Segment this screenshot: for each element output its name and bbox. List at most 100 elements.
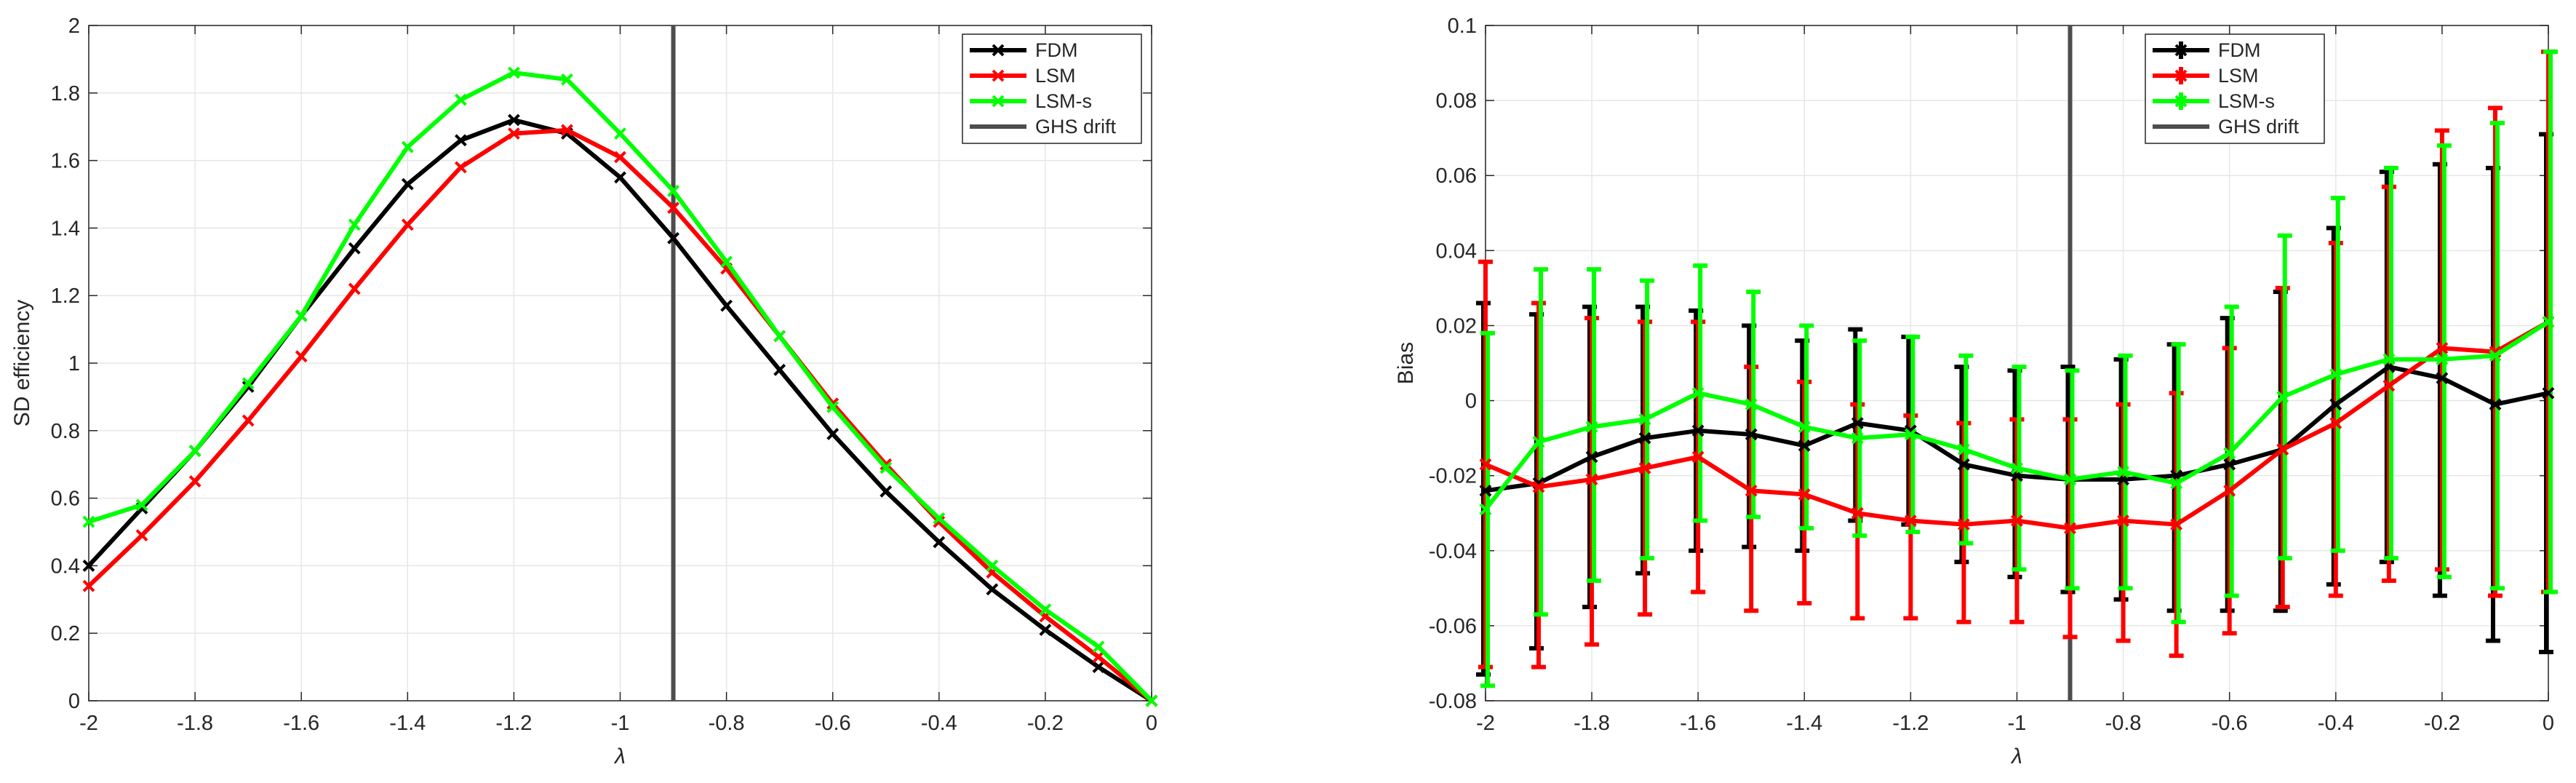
legend-marker xyxy=(2174,44,2188,57)
data-point-lsm-s xyxy=(1585,421,1598,434)
y-tick-label: 0.08 xyxy=(1436,90,1477,113)
data-point-lsm xyxy=(2223,484,2236,497)
data-point-lsm-s xyxy=(1638,413,1651,426)
data-point-fdm xyxy=(507,114,520,127)
legend-label: FDM xyxy=(2218,39,2260,61)
data-point-lsm xyxy=(614,151,626,164)
data-point-fdm xyxy=(1851,417,1864,429)
legend-label: LSM xyxy=(1035,65,1076,87)
data-point-lsm-s xyxy=(1744,398,1758,411)
data-point-lsm-s xyxy=(1092,640,1105,653)
data-point-lsm-s xyxy=(826,400,840,413)
y-tick-label: 0.6 xyxy=(51,488,80,511)
data-point-lsm-s xyxy=(1958,443,1970,456)
data-point-fdm xyxy=(986,583,999,596)
y-tick-label: 1.6 xyxy=(51,150,80,173)
x-tick-label: -1 xyxy=(611,712,630,735)
y-tick-label: 0 xyxy=(1465,390,1477,413)
data-point-lsm-s xyxy=(986,559,999,572)
legend-label: LSM-s xyxy=(1035,90,1092,112)
data-point-fdm xyxy=(1585,450,1598,464)
legend-label: GHS drift xyxy=(1035,116,1117,138)
data-point-fdm xyxy=(2436,372,2449,385)
data-point-lsm-s xyxy=(295,309,308,322)
data-point-lsm xyxy=(2329,417,2342,429)
y-tick-label: 1.2 xyxy=(51,285,80,308)
data-point-fdm xyxy=(1691,424,1704,437)
data-point-lsm-s xyxy=(2382,353,2396,366)
x-tick-label: -1.2 xyxy=(495,712,532,735)
data-point-fdm xyxy=(2542,386,2555,400)
data-point-lsm xyxy=(2064,522,2076,535)
y-tick-label: 0.04 xyxy=(1436,239,1477,263)
data-point-lsm-s xyxy=(242,377,255,390)
data-point-lsm xyxy=(188,474,202,488)
data-point-lsm-s xyxy=(2011,461,2023,474)
data-point-fdm xyxy=(1039,624,1052,636)
data-point-lsm xyxy=(1092,651,1105,664)
y-tick-label: 1.8 xyxy=(51,82,80,106)
y-axis-label: Bias xyxy=(1394,342,1418,384)
data-point-lsm-s xyxy=(2276,390,2289,403)
data-point-lsm-s xyxy=(1145,694,1158,707)
legend-marker xyxy=(2174,69,2188,82)
y-tick-label: 0.4 xyxy=(51,555,80,578)
x-tick-label: -1.4 xyxy=(389,712,426,735)
x-tick-label: -0.8 xyxy=(709,712,745,735)
data-point-lsm-s xyxy=(2542,315,2555,328)
x-tick-label: -0.4 xyxy=(921,712,957,735)
legend-label: GHS drift xyxy=(2218,116,2300,138)
data-point-lsm xyxy=(1851,506,1864,520)
data-point-lsm xyxy=(2276,443,2289,456)
data-point-lsm xyxy=(82,579,95,592)
data-point-fdm xyxy=(1479,484,1492,497)
data-point-lsm xyxy=(1532,480,1545,493)
data-point-lsm-s xyxy=(1479,503,1492,516)
x-axis-label: λ xyxy=(2010,744,2022,768)
data-point-lsm xyxy=(561,124,573,137)
data-point-fdm xyxy=(1638,432,1651,445)
data-point-lsm xyxy=(507,127,520,140)
data-point-lsm xyxy=(2170,518,2183,531)
efficiency-chart: -2 -1.8 -1.6 -1.4 -1.2 -1 -0.8 -0.6 -0.4 -0.2 0 0 0.… xyxy=(10,15,1158,768)
y-tick-label: 1 xyxy=(68,352,80,375)
data-point-lsm xyxy=(1958,518,1970,531)
y-tick-label: -0.08 xyxy=(1429,690,1477,713)
data-point-fdm xyxy=(2489,398,2502,411)
data-point-lsm xyxy=(1798,488,1811,501)
data-point-lsm-s xyxy=(2117,466,2130,478)
legend-marker xyxy=(992,95,1005,108)
y-tick-label: 0.2 xyxy=(51,622,80,645)
y-tick-label: 0 xyxy=(68,690,80,713)
data-point-lsm-s xyxy=(561,73,573,86)
data-point-lsm xyxy=(1585,473,1598,486)
x-tick-label: -0.2 xyxy=(2424,712,2460,735)
data-point-lsm xyxy=(1691,450,1704,464)
x-tick-label: -1.2 xyxy=(1892,712,1929,735)
legend-label: LSM-s xyxy=(2218,90,2275,112)
data-point-lsm-s xyxy=(454,93,467,106)
x-tick-label: -1 xyxy=(2008,712,2027,735)
data-point-lsm-s xyxy=(1904,428,1917,441)
data-point-fdm xyxy=(933,536,946,549)
data-point-lsm-s xyxy=(2223,447,2236,460)
data-point-fdm xyxy=(1744,428,1758,441)
x-tick-label: 0 xyxy=(2543,712,2554,735)
legend-label: FDM xyxy=(1035,39,1077,61)
data-point-lsm xyxy=(454,161,467,174)
data-point-fdm xyxy=(401,178,414,191)
x-tick-label: 0 xyxy=(1146,712,1157,735)
data-point-lsm xyxy=(2117,514,2130,527)
data-point-fdm xyxy=(2223,458,2236,471)
legend-marker xyxy=(992,69,1005,82)
data-point-lsm-s xyxy=(507,66,520,79)
x-tick-label: -2 xyxy=(1476,712,1495,735)
data-point-lsm-s xyxy=(401,140,414,154)
data-point-lsm xyxy=(1744,484,1758,497)
data-point-lsm xyxy=(933,515,946,528)
y-tick-label: 0.1 xyxy=(1448,15,1477,38)
data-point-lsm-s xyxy=(933,512,946,525)
data-point-lsm xyxy=(667,202,679,214)
data-point-lsm-s xyxy=(667,184,679,197)
